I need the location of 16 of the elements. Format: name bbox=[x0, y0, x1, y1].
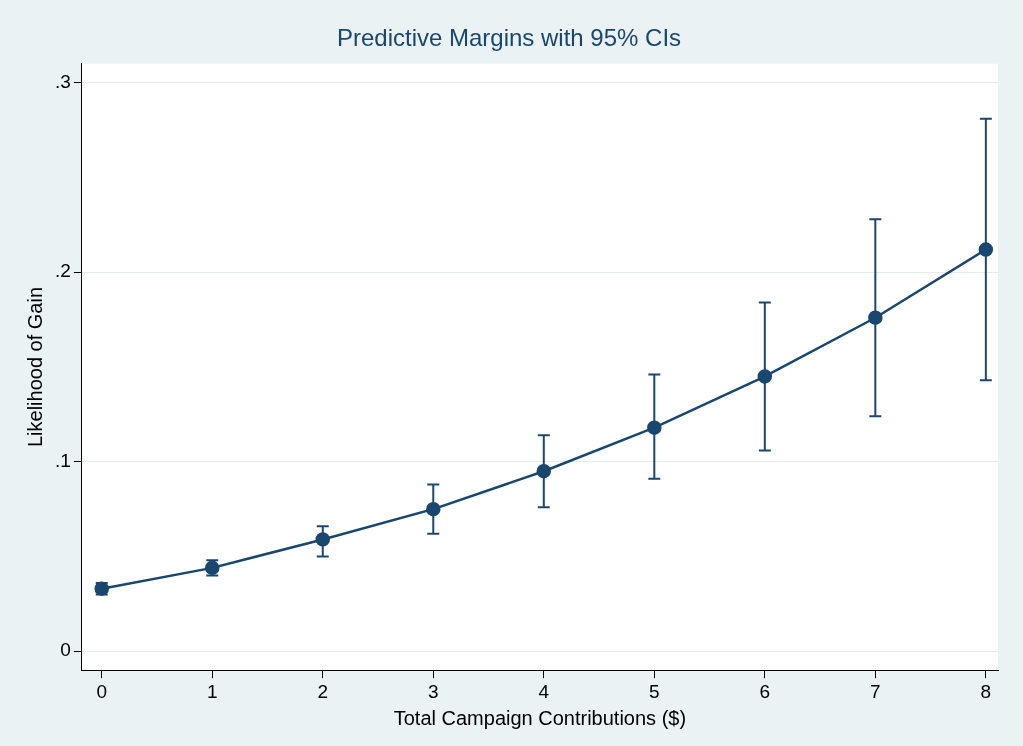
x-tick-label: 4 bbox=[538, 680, 550, 702]
x-tick-label: 3 bbox=[427, 680, 439, 702]
x-axis-title: Total Campaign Contributions ($) bbox=[393, 706, 687, 729]
x-tick-label: 7 bbox=[870, 680, 881, 702]
y-tick-label: 0 bbox=[60, 639, 71, 661]
x-tick-label: 8 bbox=[980, 680, 992, 702]
y-tick-label: .1 bbox=[54, 449, 71, 471]
x-tick-label: 5 bbox=[649, 680, 660, 702]
y-tick-label: .3 bbox=[54, 70, 71, 92]
x-tick-label: 2 bbox=[317, 680, 329, 702]
y-tick-label: .2 bbox=[54, 260, 71, 282]
x-tick-label: 1 bbox=[206, 680, 218, 702]
y-axis-title: Likelihood of Gain bbox=[23, 286, 46, 448]
x-tick-label: 0 bbox=[96, 680, 108, 702]
chart-title: Predictive Margins with 95% CIs bbox=[336, 24, 682, 52]
x-tick-label: 6 bbox=[759, 680, 771, 702]
